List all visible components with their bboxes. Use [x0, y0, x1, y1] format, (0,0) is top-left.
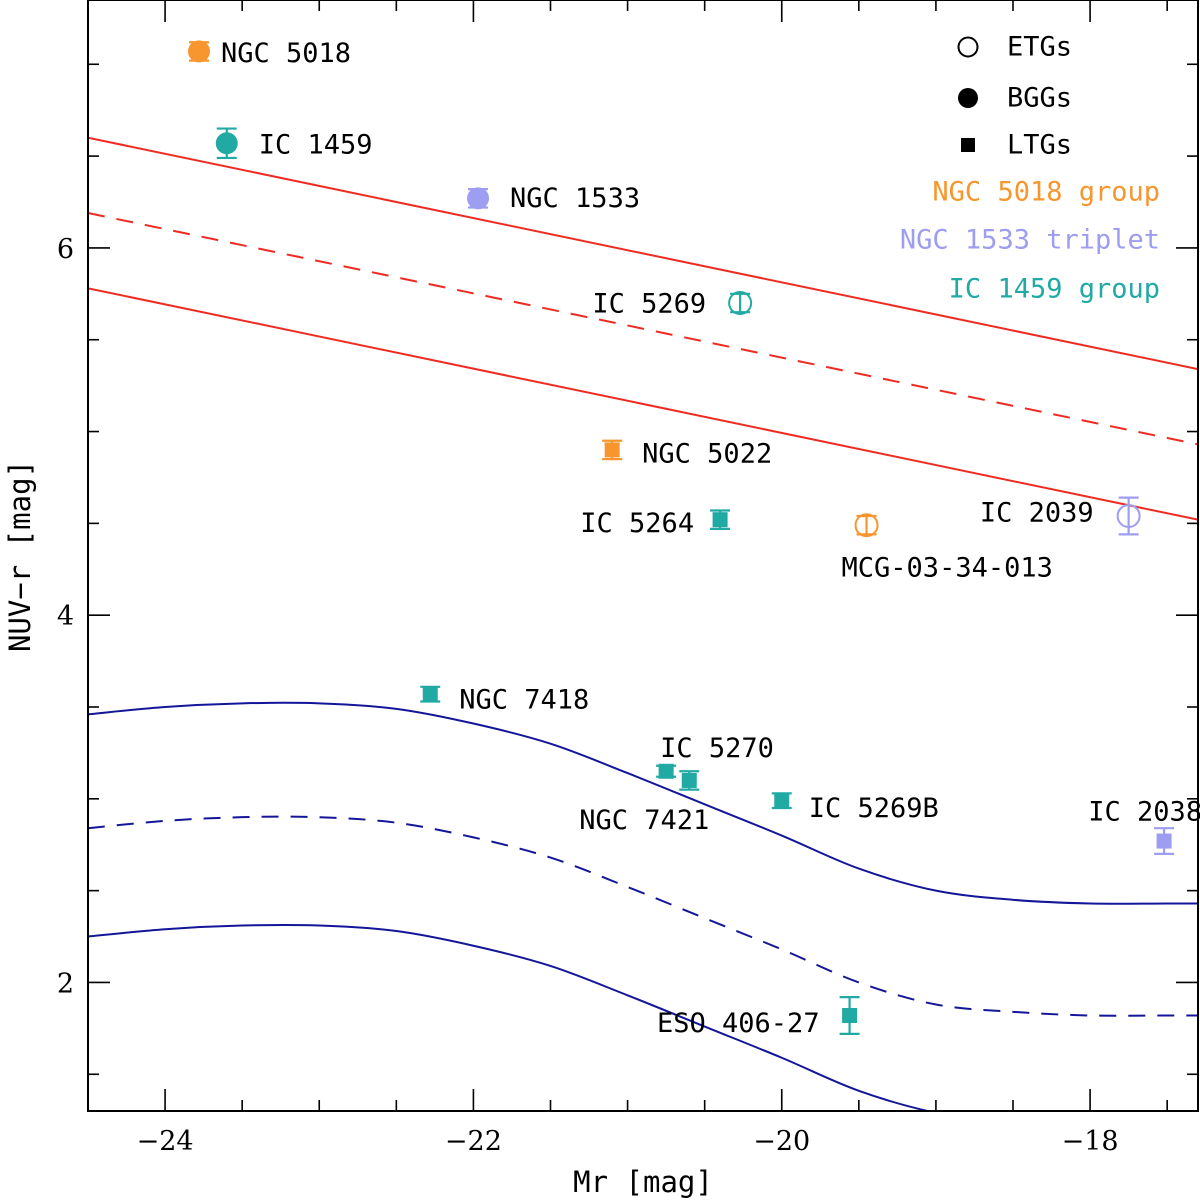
legend-bggs: BGGs	[958, 83, 1072, 114]
axes: −24 −22 −20 −18 2 4 6	[57, 0, 1199, 1157]
red-sequence-fit-line	[88, 212, 1198, 446]
point-ngc-5018	[188, 40, 210, 63]
y-tick-label: 2	[57, 968, 74, 999]
x-tick-label: −22	[445, 1126, 502, 1157]
legend-ltgs: LTGs	[961, 130, 1072, 161]
label-ngc-7418: NGC 7418	[459, 685, 589, 716]
plot-frame	[87, 0, 1199, 1112]
point-ngc-1533	[467, 187, 490, 210]
blue-cloud-fit-line	[88, 815, 1198, 1017]
y-tick-label: 6	[57, 234, 74, 265]
point-ngc-7421	[679, 770, 700, 791]
point-ic-5269b	[771, 792, 792, 810]
x-tick-label: −20	[753, 1126, 810, 1157]
label-ic-5269b: IC 5269B	[809, 793, 939, 824]
legend-ic-1459-group: IC 1459 group	[949, 274, 1160, 305]
label-ic-5264: IC 5264	[580, 508, 694, 539]
legend-etgs: ETGs	[957, 32, 1072, 63]
legend-ngc-5018-group: NGC 5018 group	[932, 177, 1160, 208]
label-eso-406-27: ESO 406-27	[657, 1008, 820, 1039]
label-ngc-5018: NGC 5018	[221, 38, 351, 69]
label-ngc-7421: NGC 7421	[579, 805, 709, 836]
legend-label: LTGs	[1007, 130, 1072, 161]
label-mcg-03-34-013: MCG-03-34-013	[842, 553, 1053, 584]
point-ic-5264	[710, 509, 731, 530]
blue-cloud-lower-line	[88, 923, 933, 1111]
legend-label: BGGs	[1007, 83, 1072, 114]
filled-square-icon	[961, 138, 975, 152]
x-tick-label: −24	[137, 1126, 194, 1157]
legend: ETGs BGGs LTGs NGC 5018 group NGC 1533 tripl…	[900, 32, 1160, 305]
label-ic-1459: IC 1459	[259, 130, 373, 161]
y-tick-label: 4	[57, 601, 74, 632]
label-ic-5269: IC 5269	[592, 289, 706, 320]
model-lines	[88, 136, 1198, 1111]
blue-cloud-upper-line	[88, 701, 1198, 905]
point-ic-5269	[728, 291, 753, 315]
label-ic-2039: IC 2039	[980, 498, 1094, 529]
filled-circle-icon	[958, 88, 978, 108]
point-ic-2039	[1116, 496, 1141, 536]
point-mcg-03-34-013	[854, 513, 879, 538]
point-ic-1459	[215, 127, 238, 160]
label-ngc-5022: NGC 5022	[642, 438, 772, 469]
data-points	[188, 40, 1175, 1035]
point-eso-406-27	[839, 996, 860, 1035]
x-axis-title: Mr [mag]	[573, 1165, 713, 1199]
red-sequence-upper-line	[88, 136, 1198, 371]
label-ic-2038: IC 2038	[1088, 797, 1200, 828]
red-sequence-lower-line	[88, 287, 1198, 521]
point-ic-2038	[1154, 827, 1175, 856]
point-ngc-7418	[420, 685, 441, 703]
label-ic-5270: IC 5270	[660, 733, 774, 764]
legend-label: ETGs	[1007, 32, 1072, 63]
point-ngc-5022	[602, 439, 623, 461]
label-ngc-1533: NGC 1533	[510, 183, 640, 214]
y-axis-title: NUV−r [mag]	[3, 460, 37, 652]
x-tick-label: −18	[1062, 1126, 1119, 1157]
open-circle-icon	[957, 36, 979, 58]
point-labels: NGC 5018 IC 1459 NGC 1533 IC 5269 NGC 5022 IC…	[221, 38, 1200, 1039]
point-ic-5270	[656, 763, 677, 779]
legend-ngc-1533-triplet: NGC 1533 triplet	[900, 225, 1160, 256]
